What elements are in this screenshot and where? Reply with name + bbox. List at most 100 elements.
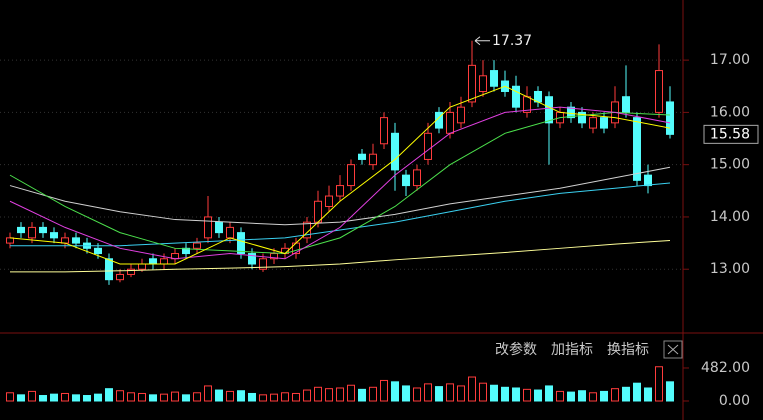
volume-bar — [28, 390, 36, 402]
volume-bar — [204, 385, 212, 402]
annotation-arrow — [474, 36, 490, 46]
volume-bar — [501, 386, 509, 402]
candle-body — [479, 75, 487, 92]
volume-bar — [171, 391, 179, 402]
toolbar-button[interactable]: 换指标 — [607, 341, 649, 358]
candle-body — [424, 132, 432, 160]
volume-bar — [182, 394, 190, 402]
close-icon — [667, 344, 679, 355]
current-price-label: 15.58 — [710, 126, 750, 142]
volume-bar — [358, 388, 366, 402]
candle-body — [303, 221, 311, 239]
candle-body — [50, 232, 58, 239]
volume-bar — [281, 392, 289, 402]
candle-body — [127, 268, 135, 275]
candle-body — [512, 85, 520, 108]
volume-bar — [424, 383, 432, 402]
volume-bar — [215, 389, 223, 402]
volume-bar — [94, 393, 102, 402]
volume-bar — [72, 394, 80, 402]
candle-body — [413, 169, 421, 187]
moving-average — [9, 106, 671, 260]
volume-bar — [435, 386, 443, 402]
candle-body — [105, 258, 113, 281]
volume-bar — [149, 394, 157, 402]
candle-body — [204, 216, 212, 239]
volume-bar — [523, 388, 531, 402]
candle-body — [325, 195, 333, 207]
candle-body — [490, 70, 498, 87]
candle-body — [567, 106, 575, 119]
close-box[interactable] — [663, 340, 683, 359]
candle-body — [666, 101, 674, 135]
candle-body — [314, 200, 322, 223]
current-price-box — [703, 124, 759, 144]
volume-bar — [468, 376, 476, 402]
volume-bar — [116, 390, 124, 402]
volume-bar — [160, 393, 168, 402]
candle-body — [600, 117, 608, 129]
volume-bar — [270, 393, 278, 402]
volume-bar — [127, 392, 135, 402]
volume-bar — [193, 392, 201, 402]
candle-body — [369, 153, 377, 166]
candle-body — [578, 111, 586, 124]
volume-tick-label: 482.00 — [701, 360, 750, 376]
candle-body — [468, 64, 476, 103]
moving-average — [10, 239, 671, 273]
max-annotation: 17.37 — [492, 33, 532, 49]
moving-average — [10, 182, 671, 247]
candle-body — [215, 221, 223, 234]
toolbar-button[interactable]: 改参数 — [495, 341, 537, 358]
candle-body — [160, 258, 168, 265]
candle-body — [237, 232, 245, 255]
candle-body — [248, 253, 256, 265]
candle-body — [28, 226, 36, 239]
candle-body — [61, 237, 69, 244]
candle-body — [39, 226, 47, 234]
volume-bar — [259, 394, 267, 402]
volume-bar — [39, 395, 47, 402]
volume-bar — [545, 385, 553, 402]
volume-bar — [446, 383, 454, 402]
candle-body — [94, 247, 102, 255]
volume-bar — [479, 382, 487, 402]
moving-average — [9, 111, 671, 255]
candle-body — [138, 263, 146, 270]
candle-body — [193, 242, 201, 249]
volume-bar — [391, 381, 399, 402]
y-tick-label: 16.00 — [710, 104, 750, 120]
candle-body — [6, 237, 14, 244]
volume-bar — [50, 393, 58, 402]
candle-body — [270, 253, 278, 260]
volume-bar — [226, 390, 234, 402]
volume-bar — [589, 392, 597, 402]
volume-bar — [380, 379, 388, 402]
y-tick-label: 13.00 — [710, 261, 750, 277]
volume-bar — [534, 389, 542, 402]
volume-bar — [336, 387, 344, 402]
volume-bar — [138, 392, 146, 402]
candle-body — [380, 117, 388, 145]
candle-body — [336, 185, 344, 197]
volume-bar — [633, 382, 641, 402]
volume-bar — [402, 385, 410, 402]
volume-bar — [237, 390, 245, 402]
candle-body — [644, 174, 652, 187]
volume-bar — [578, 390, 586, 402]
y-tick-label: 14.00 — [710, 209, 750, 225]
candle-body — [446, 111, 454, 134]
volume-bar — [369, 386, 377, 402]
volume-bar — [413, 387, 421, 402]
volume-bar — [490, 384, 498, 402]
candle-body — [402, 174, 410, 187]
toolbar-button[interactable]: 加指标 — [551, 342, 593, 358]
volume-tick-label: 0.00 — [719, 393, 750, 409]
y-tick-label: 15.00 — [710, 157, 750, 173]
candle-body — [545, 96, 553, 124]
candle-body — [116, 273, 124, 281]
volume-bar — [622, 386, 630, 402]
volume-bar — [666, 381, 674, 402]
